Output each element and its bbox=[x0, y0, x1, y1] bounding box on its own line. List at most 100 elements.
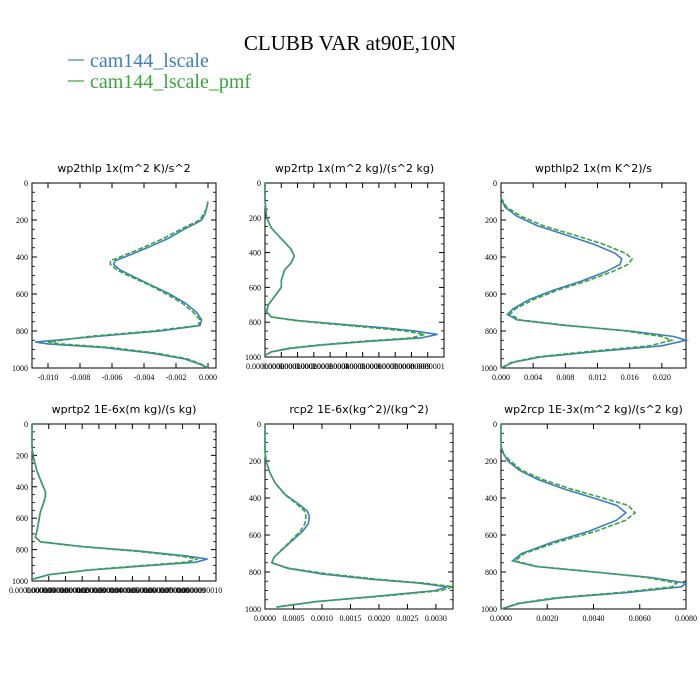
x-tick-label: 0.0020 bbox=[368, 614, 390, 623]
x-tick-label: 0.0030 bbox=[425, 614, 447, 623]
y-tick-label: 800 bbox=[485, 327, 497, 336]
x-tick-label: 0.004 bbox=[524, 373, 542, 382]
x-tick-label: 0.0000000004 bbox=[76, 586, 122, 595]
x-tick-label: 0.000 bbox=[199, 373, 217, 382]
y-tick-label: 400 bbox=[249, 249, 261, 258]
y-tick-label: 0 bbox=[493, 179, 497, 188]
x-tick-label: 0.020 bbox=[653, 373, 671, 382]
x-tick-label: 0.00000006 bbox=[344, 362, 382, 371]
legend-label-cam144-lscale-pmf: cam144_lscale_pmf bbox=[90, 71, 251, 93]
x-tick-label: 0.00000003 bbox=[295, 362, 333, 371]
x-tick-label: 0.0000000010 bbox=[176, 586, 222, 595]
legend: cam144_lscale cam144_lscale_pmf bbox=[68, 50, 251, 93]
y-tick-label: 200 bbox=[16, 451, 28, 460]
panel-title: wpthlp2 1x(m K^2)/s bbox=[535, 162, 652, 175]
x-tick-label: 0.0040 bbox=[583, 614, 605, 623]
series-line-cam144-lscale-pmf bbox=[500, 424, 679, 610]
x-tick-label: -0.008 bbox=[70, 373, 91, 382]
y-tick-label: 800 bbox=[16, 546, 28, 555]
x-tick-label: 0.0000000000 bbox=[9, 586, 55, 595]
y-tick-label: 1000 bbox=[12, 364, 28, 373]
panel-4: wprtp2 1E-6x(m kg)/(s kg) 0 200 400 600 800 10… bbox=[9, 403, 222, 595]
x-tick-label: 0.00000008 bbox=[376, 362, 414, 371]
x-tick-label: 0.00000005 bbox=[327, 362, 365, 371]
y-tick-label: 600 bbox=[16, 290, 28, 299]
series-line-cam144-lscale bbox=[500, 424, 688, 610]
panel-2: wp2rtp 1x(m^2 kg)/(s^2 kg) 0 200 400 600 800 1… bbox=[245, 162, 445, 371]
y-tick-label: 1000 bbox=[245, 605, 261, 614]
x-tick-label: 0.0025 bbox=[396, 614, 418, 623]
x-tick-label: 0.00000004 bbox=[311, 362, 349, 371]
y-tick-label: 600 bbox=[249, 283, 261, 292]
y-tick-label: 0 bbox=[24, 420, 28, 429]
y-tick-label: 400 bbox=[249, 494, 261, 503]
series-line-cam144-lscale bbox=[31, 424, 208, 581]
x-tick-label: 0.0000001 bbox=[411, 362, 445, 371]
legend-label-cam144-lscale: cam144_lscale bbox=[90, 50, 209, 72]
x-tick-label: 0.012 bbox=[589, 373, 607, 382]
y-tick-label: 200 bbox=[249, 457, 261, 466]
panel-title: wprtp2 1E-6x(m kg)/(s kg) bbox=[52, 403, 197, 416]
panel-title: wp2rtp 1x(m^2 kg)/(s^2 kg) bbox=[275, 162, 434, 175]
x-tick-label: -0.010 bbox=[38, 373, 59, 382]
y-tick-label: 0 bbox=[493, 420, 497, 429]
series-line-cam144-lscale bbox=[35, 201, 209, 369]
y-tick-label: 600 bbox=[249, 531, 261, 540]
x-tick-label: 0.0005 bbox=[282, 614, 304, 623]
panels-container: wp2thlp 1x(m^2 K)/s^2 0 200 400 600 800 1000 -0… bbox=[9, 162, 697, 623]
figure-title: CLUBB VAR at90E,10N bbox=[244, 31, 456, 55]
plot-frame bbox=[264, 423, 454, 610]
y-tick-label: 400 bbox=[485, 253, 497, 262]
panel-5: rcp2 1E-6x(kg^2)/(kg^2) 0 200 400 600 800 1000… bbox=[245, 403, 454, 623]
y-tick-label: 200 bbox=[249, 214, 261, 223]
panel-3: wpthlp2 1x(m K^2)/s020040060080010000.00… bbox=[481, 162, 690, 382]
x-tick-label: 0.00000007 bbox=[360, 362, 398, 371]
series-line-cam144-lscale bbox=[264, 183, 438, 357]
x-tick-label: 0.0000000006 bbox=[109, 586, 155, 595]
y-tick-label: 0 bbox=[257, 179, 261, 188]
y-tick-label: 1000 bbox=[481, 605, 497, 614]
x-tick-label: 0.0000000009 bbox=[160, 586, 206, 595]
y-tick-label: 1000 bbox=[245, 353, 261, 362]
x-tick-label: 0.0000000005 bbox=[93, 586, 139, 595]
y-tick-label: 400 bbox=[485, 494, 497, 503]
y-tick-label: 0 bbox=[24, 179, 28, 188]
y-tick-label: 800 bbox=[16, 327, 28, 336]
x-tick-label: 0.008 bbox=[556, 373, 574, 382]
y-tick-label: 400 bbox=[16, 253, 28, 262]
series-line-cam144-lscale-pmf bbox=[500, 197, 675, 369]
y-tick-label: 200 bbox=[485, 216, 497, 225]
x-tick-label: 0.0010 bbox=[311, 614, 333, 623]
y-tick-label: 800 bbox=[249, 568, 261, 577]
x-tick-label: 0.0015 bbox=[339, 614, 361, 623]
y-tick-label: 1000 bbox=[481, 364, 497, 373]
y-tick-label: 1000 bbox=[12, 577, 28, 586]
y-tick-label: 200 bbox=[485, 457, 497, 466]
x-tick-label: 0.0000 bbox=[254, 614, 276, 623]
series-line-cam144-lscale bbox=[264, 424, 448, 608]
x-tick-label: 0.0000 bbox=[490, 614, 512, 623]
y-tick-label: 0 bbox=[257, 420, 261, 429]
x-tick-label: 0.0000000003 bbox=[59, 586, 105, 595]
series-line-cam144-lscale bbox=[500, 197, 690, 369]
series-line-cam144-lscale-pmf bbox=[31, 424, 198, 581]
x-tick-label: 0.0000000002 bbox=[42, 586, 88, 595]
y-tick-label: 600 bbox=[16, 514, 28, 523]
x-tick-label: 0.0000000001 bbox=[26, 586, 72, 595]
y-tick-label: 800 bbox=[249, 318, 261, 327]
x-tick-label: 0.00000009 bbox=[392, 362, 430, 371]
x-tick-label: 0.0080 bbox=[675, 614, 697, 623]
y-tick-label: 400 bbox=[16, 483, 28, 492]
x-tick-label: -0.002 bbox=[166, 373, 187, 382]
series-line-cam144-lscale-pmf bbox=[47, 201, 209, 369]
x-tick-label: 0.000 bbox=[492, 373, 510, 382]
panel-title: wp2thlp 1x(m^2 K)/s^2 bbox=[57, 162, 190, 175]
series-line-cam144-lscale-pmf bbox=[264, 424, 454, 608]
y-tick-label: 600 bbox=[485, 531, 497, 540]
plot-frame bbox=[500, 423, 687, 610]
x-tick-label: 0.0020 bbox=[536, 614, 558, 623]
series-line-cam144-lscale-pmf bbox=[264, 183, 425, 357]
x-tick-label: 0.00000001 bbox=[262, 362, 300, 371]
y-tick-label: 800 bbox=[485, 568, 497, 577]
